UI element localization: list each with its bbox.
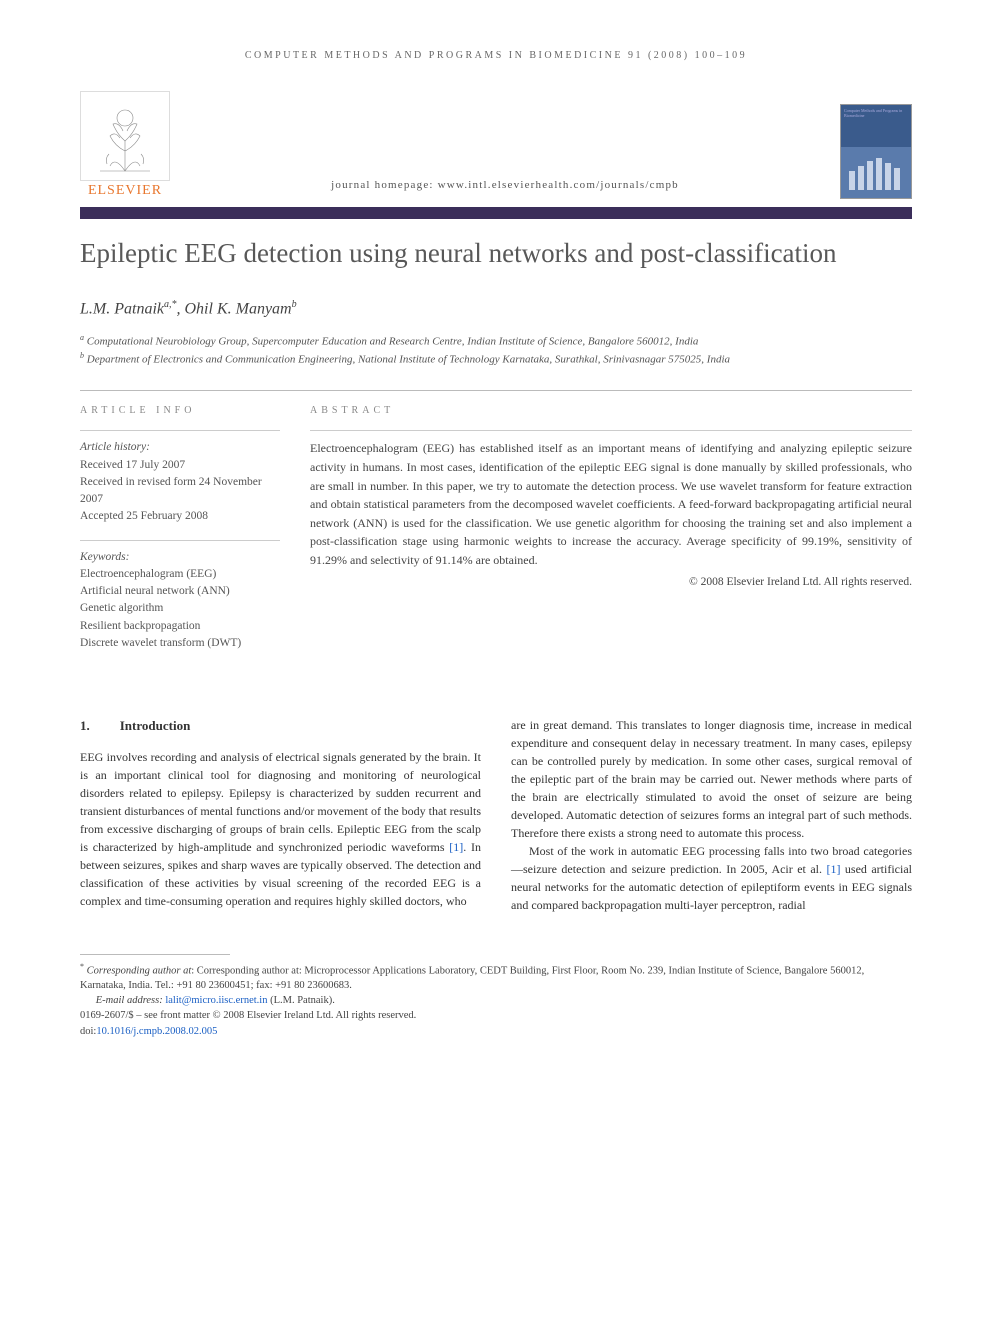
journal-homepage: journal homepage: www.intl.elsevierhealt… <box>170 179 840 199</box>
body-columns: 1. Introduction EEG involves recording a… <box>80 716 912 914</box>
body-col-left: 1. Introduction EEG involves recording a… <box>80 716 481 914</box>
history-accepted: Accepted 25 February 2008 <box>80 508 280 525</box>
history-received: Received 17 July 2007 <box>80 457 280 474</box>
corresponding-author-note: * Corresponding author at: Corresponding… <box>80 961 912 994</box>
email-who: (L.M. Patnaik). <box>270 995 335 1006</box>
abstract-label: ABSTRACT <box>310 405 912 416</box>
article-info-label: ARTICLE INFO <box>80 405 280 416</box>
doi-label: doi: <box>80 1026 96 1037</box>
keyword-4: Discrete wavelet transform (DWT) <box>80 635 280 652</box>
history-revised: Received in revised form 24 November 200… <box>80 474 280 509</box>
article-info-column: ARTICLE INFO Article history: Received 1… <box>80 405 280 666</box>
ref-1-link-b[interactable]: [1] <box>826 862 840 876</box>
keyword-1: Artificial neural network (ANN) <box>80 583 280 600</box>
elsevier-tree-icon <box>80 91 170 181</box>
page-root: computer methods and programs in biomedi… <box>0 0 992 1080</box>
section-number: 1. <box>80 716 90 736</box>
footnotes: * Corresponding author at: Corresponding… <box>80 961 912 1040</box>
keyword-3: Resilient backpropagation <box>80 618 280 635</box>
keywords-label: Keywords: <box>80 549 280 566</box>
abstract-text: Electroencephalogram (EEG) has establish… <box>310 430 912 569</box>
color-bar <box>80 207 912 219</box>
body-para-right-2: Most of the work in automatic EEG proces… <box>511 842 912 914</box>
article-history: Article history: Received 17 July 2007 R… <box>80 430 280 525</box>
keyword-2: Genetic algorithm <box>80 600 280 617</box>
section-title: Introduction <box>120 716 191 736</box>
history-label: Article history: <box>80 439 280 456</box>
doi-line: doi:10.1016/j.cmpb.2008.02.005 <box>80 1025 912 1040</box>
info-abstract-row: ARTICLE INFO Article history: Received 1… <box>80 390 912 666</box>
email-label: E-mail address: <box>96 995 163 1006</box>
ref-1-link[interactable]: [1] <box>449 840 463 854</box>
author-1-markers: a,* <box>164 299 177 310</box>
running-head: computer methods and programs in biomedi… <box>80 50 912 61</box>
corresponding-email[interactable]: lalit@micro.iisc.ernet.in <box>165 995 267 1006</box>
keywords-block: Keywords: Electroencephalogram (EEG) Art… <box>80 540 280 653</box>
authors-line: L.M. Patnaika,*, Ohil K. Manyamb <box>80 299 912 318</box>
abstract-copyright: © 2008 Elsevier Ireland Ltd. All rights … <box>310 576 912 588</box>
article-title: Epileptic EEG detection using neural net… <box>80 237 912 271</box>
author-2: Ohil K. Manyam <box>185 300 292 317</box>
keyword-0: Electroencephalogram (EEG) <box>80 566 280 583</box>
header-row: ELSEVIER journal homepage: www.intl.else… <box>80 91 912 199</box>
affiliations: a Computational Neurobiology Group, Supe… <box>80 332 912 368</box>
body-para-right-1: are in great demand. This translates to … <box>511 716 912 842</box>
journal-cover-thumbnail: Computer Methods and Programs in Biomedi… <box>840 104 912 199</box>
journal-cover-title: Computer Methods and Programs in Biomedi… <box>844 108 908 118</box>
section-1-heading: 1. Introduction <box>80 716 481 736</box>
body-para-left: EEG involves recording and analysis of e… <box>80 748 481 910</box>
publisher-wordmark: ELSEVIER <box>88 183 162 199</box>
publisher-logo: ELSEVIER <box>80 91 170 199</box>
author-1: L.M. Patnaik <box>80 300 164 317</box>
abstract-column: ABSTRACT Electroencephalogram (EEG) has … <box>310 405 912 666</box>
front-matter-line: 0169-2607/$ – see front matter © 2008 El… <box>80 1009 912 1024</box>
author-2-markers: b <box>292 299 297 310</box>
email-line: E-mail address: lalit@micro.iisc.ernet.i… <box>80 994 912 1009</box>
doi-link[interactable]: 10.1016/j.cmpb.2008.02.005 <box>96 1026 217 1037</box>
body-col-right: are in great demand. This translates to … <box>511 716 912 914</box>
footnote-separator <box>80 954 230 955</box>
affiliation-b: b Department of Electronics and Communic… <box>80 350 912 368</box>
affiliation-a: a Computational Neurobiology Group, Supe… <box>80 332 912 350</box>
